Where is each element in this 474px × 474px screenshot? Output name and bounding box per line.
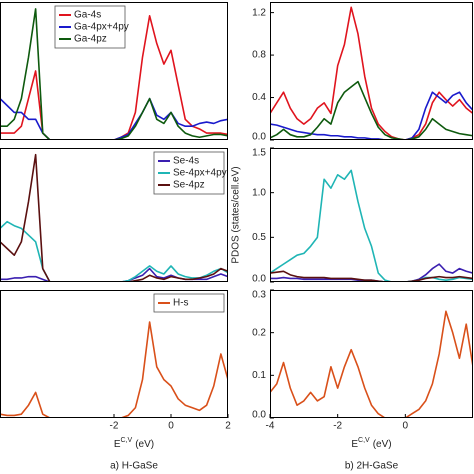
series-line [0,220,228,282]
x-tick-label: 2 [225,421,231,432]
y-tick-label: 0.3 [252,290,266,301]
plot-frame [270,290,473,418]
caption: b) 2H-GaSe [345,461,399,472]
series-line [0,321,228,418]
y-tick-label: 0.2 [252,327,266,338]
y-axis-label: PDOS (states/cell.eV) [231,166,242,263]
series-line [270,310,473,418]
y-tick-label: 0.0 [252,132,266,143]
series-line [270,6,473,140]
series-line [0,15,228,140]
x-label-base: E [351,439,358,450]
y-tick-label: 0.8 [252,50,266,61]
panel: -2 0 2 EC,V (eV) a) H-GaSe H-s [0,290,231,472]
y-tick-label: 0.1 [252,370,266,381]
x-label-sup: C,V [121,437,133,444]
legend-label: Ga-4pz [74,34,107,45]
series-line [0,267,228,282]
x-tick-label: 0 [168,421,174,432]
x-axis-label: EC,V (eV) [114,437,154,450]
x-label-base: E [114,439,121,450]
plot-frame [0,2,228,140]
legend-label: H-s [173,298,189,309]
legend-box [153,293,225,313]
plot-frame [0,148,228,282]
legend-label: Se-4s [173,156,199,167]
series-line [0,153,228,282]
panel: 0.0 0.5 1.0 1.5 PDOS (states/cell.eV) [231,147,473,285]
series-line [270,270,473,282]
series-line [270,80,473,140]
y-tick-label: 1.5 [252,148,266,159]
y-tick-label: 1.2 [252,7,266,18]
panel: -4 -2 0 0.0 0.1 0.2 0.3 EC,V (eV) b) 2H-GaSe [252,289,473,472]
series-line [0,97,228,140]
y-tick-label: 0.0 [252,274,266,285]
plot-frame [270,148,473,282]
y-tick-label: 1.0 [252,187,266,198]
panel: 0.0 0.4 0.8 1.2 [252,2,473,143]
legend-label: Se-4pz [173,180,205,191]
x-tick-label: -2 [110,421,119,432]
x-label-sup: C,V [358,437,370,444]
x-tick-label: -2 [333,421,342,432]
caption: a) H-GaSe [110,461,158,472]
legend-label: Ga-4px+4py [74,22,129,33]
series-line [270,169,473,282]
legend-label: Se-4px+4py [173,168,227,179]
plot-frame [270,2,473,140]
x-label-unit: (eV) [135,439,154,450]
x-axis-label: EC,V (eV) [351,437,391,450]
x-tick-label: 0 [403,421,409,432]
x-tick-label: -4 [266,421,275,432]
y-tick-label: 0.0 [252,410,266,421]
series-line [270,91,473,140]
x-label-unit: (eV) [373,439,392,450]
series-line [0,8,228,140]
y-tick-label: 0.5 [252,232,266,243]
y-tick-label: 0.4 [252,92,266,103]
legend-label: Ga-4s [74,10,101,21]
